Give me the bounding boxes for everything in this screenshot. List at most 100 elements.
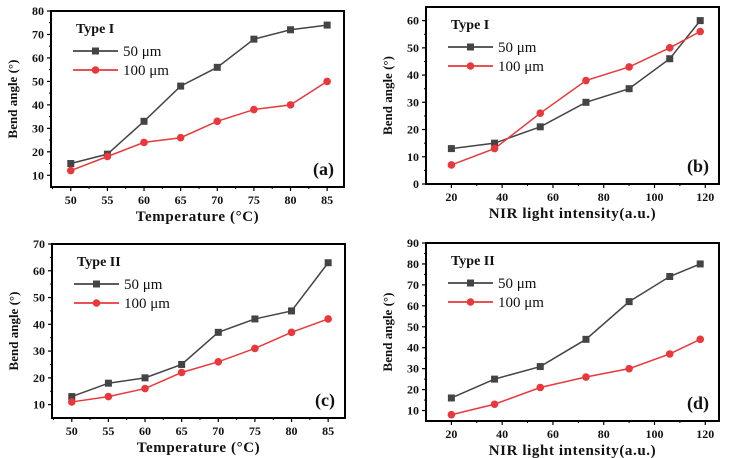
chart-panel-d: 10 20 30 40 50 60 70 80 90 20 40 60 80 100 120 NIR ligh…	[380, 236, 720, 458]
y-axis-title: Bend angle (°)	[380, 293, 395, 372]
data-point-50um	[288, 307, 296, 315]
y-tick-label: 10	[407, 150, 419, 164]
y-tick-label: 40	[32, 98, 44, 112]
data-point-50um	[491, 139, 499, 147]
legend-marker-circle	[466, 62, 475, 70]
x-axis-title: Temperature (°C)	[137, 440, 261, 456]
x-tick-label: 40	[496, 190, 508, 204]
data-point-50um	[213, 63, 221, 71]
x-tick-label: 85	[321, 193, 333, 207]
y-tick-label: 0	[413, 177, 419, 191]
data-point-50um	[68, 393, 76, 401]
panel-label: (b)	[687, 156, 709, 177]
data-point-100um	[490, 400, 499, 409]
data-point-50um	[324, 259, 332, 267]
data-point-100um	[287, 328, 296, 337]
data-point-50um	[251, 315, 259, 323]
data-point-100um	[141, 384, 149, 393]
x-tick-label: 80	[285, 193, 297, 207]
y-tick-label: 30	[407, 95, 419, 109]
data-point-50um	[536, 363, 544, 371]
y-tick-label: 30	[33, 344, 45, 358]
data-point-50um	[214, 328, 222, 336]
data-point-100um	[625, 364, 633, 373]
y-axis-title: Bend angle (°)	[5, 60, 20, 139]
data-point-100um	[104, 392, 113, 401]
x-tick-label: 80	[598, 427, 610, 441]
y-tick-label: 50	[407, 41, 419, 55]
y-tick-label: 60	[33, 264, 45, 278]
x-tick-label: 75	[249, 424, 261, 438]
data-point-100um	[447, 410, 456, 419]
legend-label: 50 μm	[123, 44, 162, 60]
x-tick-label: 20	[445, 190, 457, 204]
legend-label: 100 μm	[124, 296, 170, 312]
data-point-50um	[287, 26, 295, 34]
y-tick-label: 80	[32, 4, 44, 18]
plot-frame	[425, 242, 720, 422]
data-point-50um	[582, 98, 590, 106]
data-point-100um	[323, 77, 331, 86]
y-tick-label: 50	[32, 74, 44, 88]
data-point-50um	[250, 35, 258, 43]
series-line-50um	[71, 262, 329, 398]
y-tick-label: 10	[33, 398, 45, 412]
y-tick-label: 50	[33, 291, 45, 305]
data-point-50um	[696, 260, 704, 268]
legend-marker-square	[467, 279, 474, 287]
y-tick-label: 80	[407, 257, 419, 271]
x-tick-label: 100	[646, 190, 664, 204]
x-tick-label: 60	[547, 190, 559, 204]
x-tick-label: 60	[547, 427, 559, 441]
data-point-100um	[582, 373, 590, 381]
data-point-50um	[140, 117, 148, 125]
x-tick-label: 20	[445, 427, 457, 441]
panel-label: (d)	[687, 393, 709, 414]
x-axis-title: NIR light intensity(a.u.)	[489, 443, 657, 458]
data-point-100um	[696, 27, 705, 36]
data-point-50um	[666, 55, 674, 63]
x-tick-label: 65	[176, 424, 188, 438]
x-tick-label: 60	[138, 193, 150, 207]
plot-frame	[425, 6, 720, 185]
y-tick-label: 70	[407, 278, 419, 292]
series-line-100um	[451, 338, 701, 416]
legend-label: 100 μm	[123, 63, 169, 79]
data-point-50um	[104, 379, 112, 387]
legend-marker-circle	[466, 298, 475, 306]
data-point-100um	[665, 44, 674, 52]
legend-title: Type II	[451, 254, 495, 269]
x-tick-label: 85	[322, 424, 334, 438]
x-axis-title: NIR light intensity(a.u.)	[489, 206, 657, 222]
data-point-50um	[696, 17, 704, 25]
legend-label: 100 μm	[498, 59, 544, 75]
data-point-100um	[696, 335, 705, 344]
x-tick-label: 80	[598, 190, 610, 204]
y-tick-label: 30	[407, 362, 419, 376]
data-point-100um	[103, 152, 112, 161]
y-tick-label: 50	[407, 320, 419, 334]
y-tick-label: 60	[407, 299, 419, 313]
data-point-100um	[286, 101, 295, 109]
chart-panel-b: 0 10 20 30 40 50 60 20 40 60 80 100 120 NIR light int…	[380, 6, 720, 222]
data-point-100um	[67, 398, 76, 406]
data-point-50um	[178, 360, 186, 368]
series-line-100um	[71, 318, 329, 403]
y-tick-label: 40	[407, 68, 419, 82]
y-tick-label: 20	[32, 145, 44, 159]
y-tick-label: 30	[32, 121, 44, 135]
y-tick-label: 40	[407, 341, 419, 355]
x-tick-label: 80	[286, 424, 298, 438]
legend-label: 100 μm	[498, 295, 544, 311]
y-tick-label: 20	[33, 371, 45, 385]
y-axis-title: Bend angle (°)	[380, 56, 395, 135]
x-tick-label: 70	[211, 193, 223, 207]
plot-frame	[50, 10, 345, 188]
legend-label: 50 μm	[124, 277, 163, 293]
data-point-100um	[214, 357, 223, 366]
y-tick-label: 70	[32, 27, 44, 41]
legend-marker-circle	[91, 66, 100, 74]
x-tick-label: 65	[175, 193, 187, 207]
y-tick-label: 10	[407, 404, 419, 418]
